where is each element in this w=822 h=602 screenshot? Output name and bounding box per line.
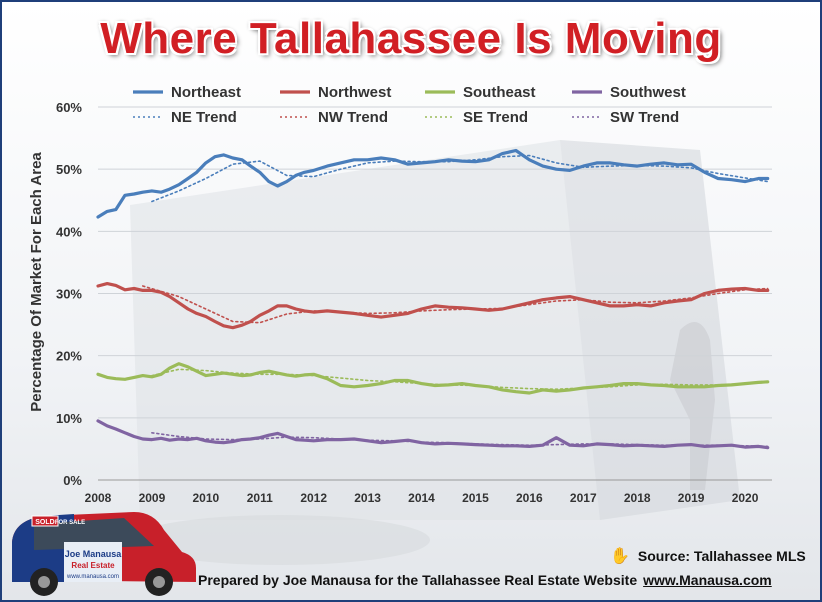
legend-entry: NW Trend [318, 109, 388, 126]
x-axis-ticks: 2008 2009 2010 2011 2012 2013 2014 2015 2016 2017… [85, 491, 759, 505]
series-line-northwest [96, 282, 770, 330]
car-sign: SOLD [35, 519, 54, 526]
y-tick-label: 0% [63, 473, 82, 488]
x-tick-label: 2014 [408, 491, 435, 505]
series-line-sw-trend [151, 431, 769, 448]
truck-silhouette [130, 140, 600, 520]
y-axis-ticks: 0% 10% 20% 30% 40% 50% 60% [56, 100, 82, 488]
series-line-southeast [96, 362, 770, 395]
legend-entry: SE Trend [463, 109, 528, 126]
legend-entry: Southwest [610, 84, 686, 101]
ground-shadow [130, 515, 430, 565]
legend-entry: Northwest [318, 84, 391, 101]
x-tick-label: 2008 [85, 491, 112, 505]
legend: Northeast Northwest Southeast Southwest NE T… [133, 84, 686, 126]
car-sign-small: FOR SALE [55, 520, 85, 526]
page-title: Where Tallahassee Is Moving [100, 14, 722, 63]
gridlines [98, 106, 772, 481]
x-tick-label: 2009 [139, 491, 166, 505]
car-brand-line2: Real Estate [71, 561, 115, 570]
legend-entry: SW Trend [610, 109, 679, 126]
legend-entry: Northeast [171, 84, 241, 101]
y-tick-label: 10% [56, 411, 82, 426]
y-tick-label: 60% [56, 100, 82, 115]
legend-entry: NE Trend [171, 109, 237, 126]
person-silhouette [670, 322, 715, 490]
x-tick-label: 2018 [624, 491, 651, 505]
car-brand-line1: Joe Manausa [65, 549, 123, 559]
footer: Prepared by Joe Manausa for the Tallahas… [198, 572, 772, 588]
x-tick-label: 2016 [516, 491, 543, 505]
x-tick-label: 2020 [732, 491, 759, 505]
footer-text: Prepared by Joe Manausa for the Tallahas… [198, 572, 638, 588]
series-line-ne-trend [151, 154, 769, 203]
series-line-northeast [96, 148, 770, 219]
footer-url[interactable]: www.Manausa.com [643, 572, 772, 588]
y-axis-label: Percentage Of Market For Each Area [28, 152, 45, 412]
x-tick-label: 2017 [570, 491, 597, 505]
y-tick-label: 40% [56, 224, 82, 239]
car-logo: Joe Manausa Real Estate www.manausa.com … [12, 512, 196, 596]
x-tick-label: 2015 [462, 491, 489, 505]
car-body: Joe Manausa Real Estate www.manausa.com … [12, 512, 196, 596]
x-tick-label: 2012 [300, 491, 327, 505]
series-line-nw-trend [142, 285, 769, 324]
series-line-southwest [96, 419, 770, 450]
car-website: www.manausa.com [66, 574, 119, 580]
y-tick-label: 30% [56, 287, 82, 302]
x-tick-label: 2010 [192, 491, 219, 505]
series-line-se-trend [151, 368, 769, 391]
y-tick-label: 20% [56, 349, 82, 364]
x-tick-label: 2013 [354, 491, 381, 505]
source-note: ✋ Source: Tallahassee MLS [610, 546, 806, 566]
x-tick-label: 2011 [247, 491, 273, 505]
series-lines [96, 148, 770, 450]
hand-pointer-icon: ✋ [610, 548, 630, 565]
legend-entry: Southeast [463, 84, 536, 101]
x-tick-label: 2019 [678, 491, 705, 505]
source-label: Source: Tallahassee MLS [637, 548, 806, 564]
y-tick-label: 50% [56, 162, 82, 177]
